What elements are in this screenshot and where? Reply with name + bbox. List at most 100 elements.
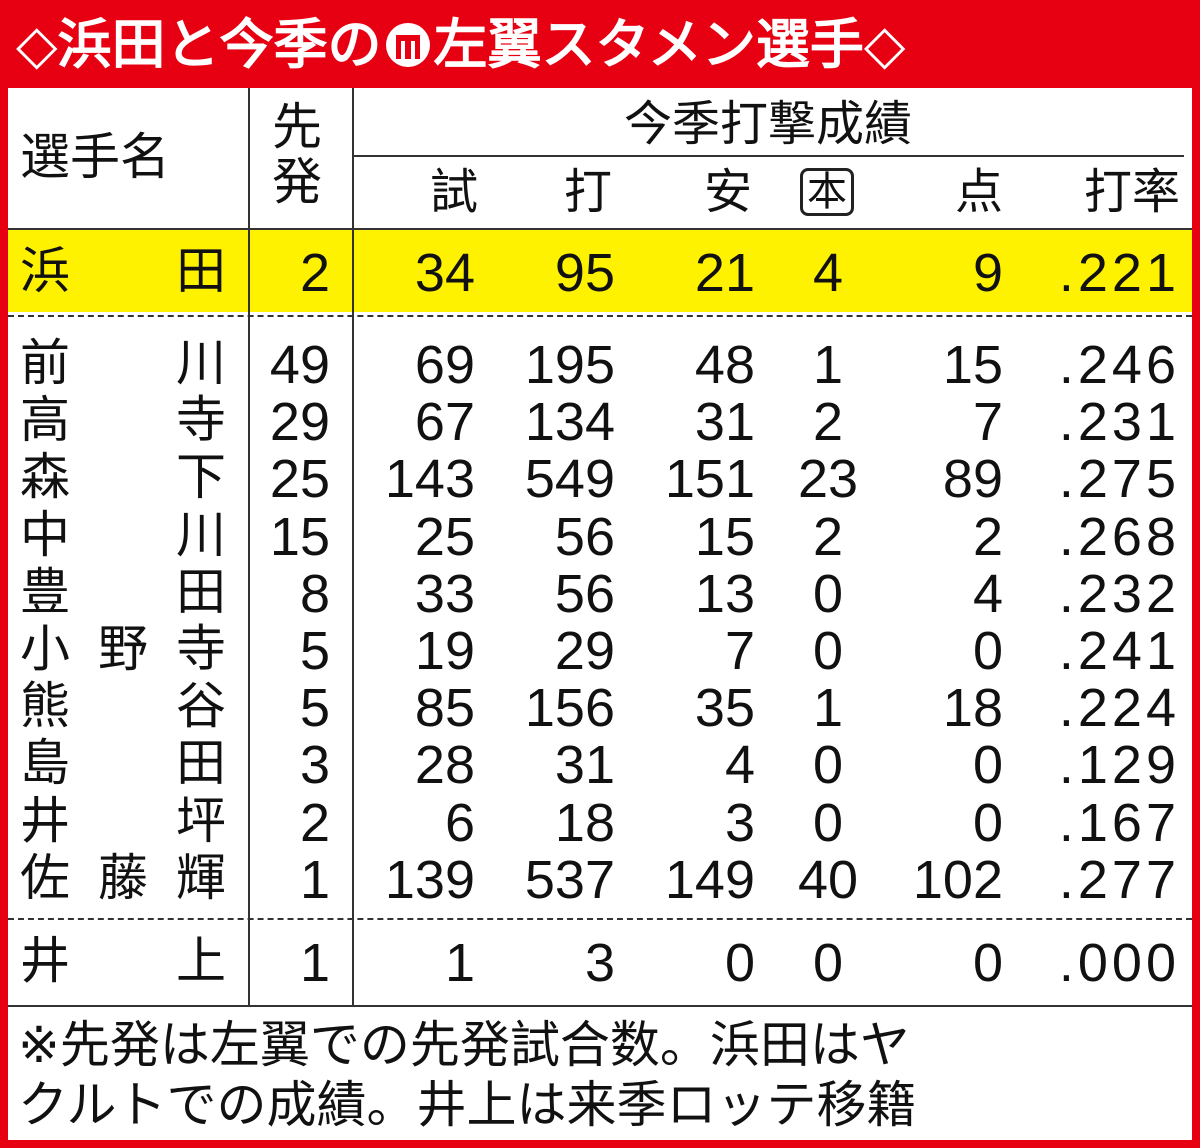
stat-cell: 85	[414, 678, 475, 739]
stat-cell: 31	[554, 735, 615, 796]
starts-cell: 8	[299, 563, 330, 624]
stat-cell: 15	[942, 335, 1003, 395]
stat-cell: .129	[1058, 735, 1180, 796]
header-cell: 今季打撃成績	[623, 96, 912, 152]
stat-cell: .241	[1058, 621, 1180, 681]
starts-cell: 2	[299, 792, 330, 853]
starts-cell: 5	[299, 621, 330, 681]
stat-cell: 2	[812, 506, 844, 567]
rule	[352, 155, 1184, 157]
rule	[248, 88, 250, 1005]
stat-cell: 2	[812, 392, 844, 453]
stat-cell: 0	[972, 933, 1003, 993]
starts-cell: 49	[269, 335, 330, 395]
stat-cell: 7	[972, 392, 1003, 453]
stat-cell: .277	[1058, 849, 1180, 910]
header-cell: 安	[703, 164, 752, 220]
stat-cell: 34	[414, 243, 475, 303]
stat-cell: 0	[812, 621, 844, 681]
stat-cell: .000	[1058, 933, 1180, 993]
player-name: 中川	[20, 505, 226, 564]
title-text: 左翼スタメン選手◇	[433, 13, 906, 76]
stat-cell: 151	[664, 449, 755, 510]
stat-cell: 143	[384, 449, 475, 510]
team-logo	[385, 23, 430, 67]
stat-cell: 1	[444, 933, 475, 993]
stat-cell: 0	[812, 792, 844, 853]
stat-cell: 549	[524, 449, 615, 510]
stat-cell: 4	[812, 243, 844, 303]
stat-cell: 0	[972, 735, 1003, 796]
rule	[8, 1005, 1192, 1007]
stat-cell: 139	[384, 849, 475, 910]
stat-cell: 0	[972, 621, 1003, 681]
header-cell: 試	[429, 164, 478, 220]
stat-cell: 0	[812, 933, 844, 993]
player-name: 井上	[20, 932, 226, 990]
starts-cell: 15	[269, 506, 330, 567]
stat-cell: .275	[1058, 449, 1180, 510]
starts-cell: 29	[269, 392, 330, 453]
stat-cell: 1	[812, 335, 844, 395]
stat-cell: 195	[524, 335, 615, 395]
stat-cell: .167	[1058, 792, 1180, 853]
stat-cell: 18	[942, 678, 1003, 739]
player-name: 井坪	[20, 791, 226, 850]
stat-cell: 25	[414, 506, 475, 567]
stat-cell: 56	[554, 506, 615, 567]
stat-cell: 1	[812, 678, 844, 739]
stat-cell: 19	[414, 621, 475, 681]
stat-cell: 6	[444, 792, 475, 853]
stat-cell: 33	[414, 563, 475, 624]
title-text: ◇浜田と今季の	[16, 13, 382, 76]
rule	[352, 88, 354, 1005]
dashed-rule	[8, 918, 1192, 920]
starts-cell: 5	[299, 678, 330, 739]
stat-cell: .232	[1058, 563, 1180, 624]
player-name: 高寺	[20, 391, 226, 450]
header-cell: 選手名	[20, 128, 170, 186]
stat-cell: 40	[797, 849, 859, 910]
stat-cell: 21	[694, 243, 755, 303]
dashed-rule	[8, 315, 1192, 317]
stat-cell: 9	[972, 243, 1003, 303]
header-cell: 本	[800, 168, 854, 216]
starts-cell: 25	[269, 449, 330, 510]
stat-cell: 35	[694, 678, 755, 739]
stat-cell: 95	[554, 243, 615, 303]
stat-cell: 134	[524, 392, 615, 453]
starts-cell: 3	[299, 735, 330, 796]
stat-cell: .246	[1058, 335, 1180, 395]
stat-cell: 537	[524, 849, 615, 910]
header-cell: 先発	[272, 98, 322, 211]
header-cell: 打	[563, 164, 612, 220]
stat-cell: 4	[724, 735, 755, 796]
highlight-band	[8, 230, 1192, 312]
stat-cell: 28	[414, 735, 475, 796]
player-name: 浜田	[20, 242, 226, 300]
stat-cell: .221	[1058, 243, 1180, 303]
stat-cell: 67	[414, 392, 475, 453]
player-name: 森下	[20, 448, 226, 507]
player-name: 島田	[20, 734, 226, 793]
starts-cell: 1	[299, 933, 330, 993]
title-bar	[8, 8, 1192, 88]
player-name: 小野寺	[20, 620, 226, 678]
player-name: 佐藤輝	[20, 848, 226, 907]
stat-cell: 89	[942, 449, 1003, 510]
stat-cell: 23	[797, 449, 859, 510]
stat-cell: 3	[584, 933, 615, 993]
stat-cell: .268	[1058, 506, 1180, 567]
stat-cell: 15	[694, 506, 755, 567]
title: ◇浜田と今季の 左翼スタメン選手◇	[16, 18, 905, 72]
footnote: クルトでの成績。井上は来季ロッテ移籍	[18, 1076, 917, 1134]
stat-cell: 4	[972, 563, 1003, 624]
stat-cell: 2	[972, 506, 1003, 567]
stat-cell: 0	[812, 735, 844, 796]
stat-cell: 0	[972, 792, 1003, 853]
stat-cell: 29	[554, 621, 615, 681]
footnote: ※先発は左翼での先発試合数。浜田はヤ	[18, 1016, 910, 1074]
starts-cell: 2	[299, 243, 330, 303]
stat-cell: 7	[724, 621, 755, 681]
